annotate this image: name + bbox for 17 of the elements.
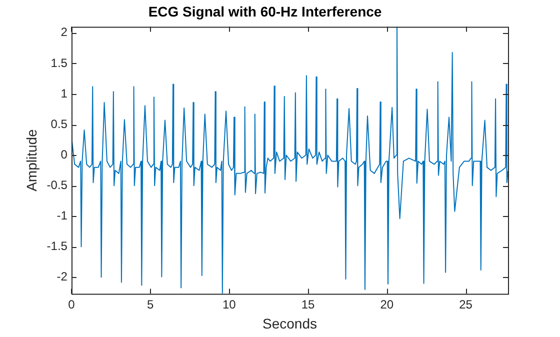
x-tick-label: 5 xyxy=(146,297,154,312)
y-tick-label: -0.5 xyxy=(46,178,68,192)
x-axis-title: Seconds xyxy=(262,315,317,332)
y-tick-label: 1.5 xyxy=(50,56,68,70)
chart-title: ECG Signal with 60-Hz Interference xyxy=(148,3,382,20)
x-tick-label: 25 xyxy=(459,297,473,312)
x-tick-label: 15 xyxy=(301,297,316,312)
y-tick-label: -1.5 xyxy=(46,239,68,254)
y-tick-label: -2 xyxy=(56,270,68,284)
y-tick-label: 0 xyxy=(60,147,68,162)
x-tick-label: 10 xyxy=(222,297,236,312)
y-tick-label: -1 xyxy=(56,208,68,223)
y-tick-label: 1 xyxy=(60,86,68,100)
y-tick-label: 0.5 xyxy=(50,116,68,131)
x-tick-label: 20 xyxy=(380,297,394,312)
y-tick-label: 2 xyxy=(60,25,68,40)
y-axis-title: Amplitude xyxy=(23,128,40,192)
